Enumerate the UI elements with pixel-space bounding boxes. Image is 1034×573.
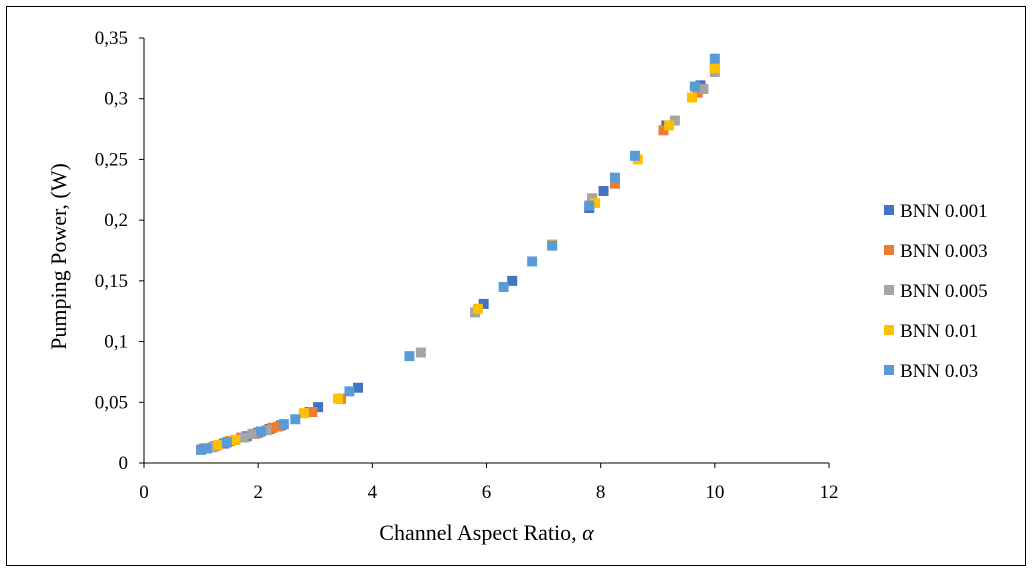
data-point xyxy=(404,351,415,362)
data-point xyxy=(313,402,324,413)
data-point xyxy=(584,200,595,211)
data-point xyxy=(247,428,258,439)
data-point xyxy=(344,386,355,397)
y-tick-label: 0,1 xyxy=(104,332,128,353)
data-points xyxy=(196,53,720,455)
x-tick-label: 8 xyxy=(596,482,606,503)
legend: BNN 0.001 BNN 0.003 BNN 0.005 BNN 0.01 BNN 0… xyxy=(884,201,988,382)
y-tick-label: 0,35 xyxy=(95,28,128,49)
x-tick-label: 6 xyxy=(482,482,492,503)
data-point xyxy=(230,434,241,445)
data-point xyxy=(196,444,207,455)
data-point xyxy=(273,421,284,432)
legend-label: BNN 0.03 xyxy=(900,361,978,382)
legend-label: BNN 0.003 xyxy=(900,241,988,262)
x-axis-title-symbol: α xyxy=(582,520,594,545)
data-point xyxy=(629,150,640,161)
data-point xyxy=(498,281,509,292)
data-point xyxy=(415,347,426,358)
data-point xyxy=(598,186,609,196)
data-point xyxy=(298,408,309,419)
y-axis-title: Pumping Power, (W) xyxy=(46,163,71,350)
data-point xyxy=(213,439,224,450)
legend-marker xyxy=(884,325,894,335)
y-tick-label: 0,05 xyxy=(95,392,128,413)
data-point xyxy=(589,198,600,209)
data-point xyxy=(478,298,489,309)
data-point xyxy=(221,437,232,448)
data-point xyxy=(278,419,289,430)
data-point xyxy=(201,443,212,454)
data-point xyxy=(527,256,538,267)
data-point xyxy=(709,63,720,74)
chart-frame xyxy=(6,6,1026,566)
data-point xyxy=(669,115,680,126)
data-point xyxy=(609,172,620,183)
x-tick-label: 12 xyxy=(820,482,839,503)
data-point xyxy=(333,393,344,404)
legend-item: BNN 0.03 xyxy=(884,361,978,382)
x-axis-title: Channel Aspect Ratio, α xyxy=(379,520,594,545)
data-point xyxy=(664,120,675,131)
data-point xyxy=(709,53,720,64)
x-axis-title-text: Channel Aspect Ratio, xyxy=(379,520,582,545)
data-point xyxy=(261,425,272,436)
x-tick-label: 2 xyxy=(253,482,263,503)
data-point xyxy=(353,382,364,393)
data-point xyxy=(547,240,558,251)
legend-label: BNN 0.01 xyxy=(900,321,978,342)
data-point xyxy=(507,275,518,286)
data-point xyxy=(238,432,249,443)
y-tick-label: 0,15 xyxy=(95,271,128,292)
legend-label: BNN 0.001 xyxy=(900,201,988,222)
data-point xyxy=(692,87,703,98)
legend-marker xyxy=(884,245,894,255)
data-point xyxy=(207,442,218,453)
data-point xyxy=(658,125,669,136)
data-point xyxy=(290,414,301,425)
legend-label: BNN 0.005 xyxy=(900,281,988,302)
legend-item: BNN 0.003 xyxy=(884,241,988,262)
x-axis: 0 2 4 6 8 10 12 xyxy=(139,462,839,503)
legend-marker xyxy=(884,285,894,295)
y-tick-label: 0,2 xyxy=(104,210,128,231)
y-tick-label: 0,25 xyxy=(95,149,128,170)
legend-item: BNN 0.01 xyxy=(884,321,978,342)
data-point xyxy=(698,84,709,94)
x-tick-label: 4 xyxy=(368,482,378,503)
legend-marker xyxy=(884,365,894,375)
data-point xyxy=(472,303,483,314)
legend-item: BNN 0.001 xyxy=(884,201,988,222)
data-point xyxy=(609,178,620,189)
y-axis: 0 0,05 0,1 0,15 0,2 0,25 0,3 0,35 xyxy=(95,28,145,474)
legend-marker xyxy=(884,205,894,215)
y-tick-label: 0 xyxy=(119,453,129,474)
data-point xyxy=(256,426,267,437)
data-point xyxy=(307,407,318,417)
legend-item: BNN 0.005 xyxy=(884,281,988,302)
data-point xyxy=(687,92,697,103)
x-tick-label: 10 xyxy=(705,482,724,503)
x-tick-label: 0 xyxy=(139,482,149,503)
data-point xyxy=(267,422,278,433)
y-tick-label: 0,3 xyxy=(104,89,128,110)
data-point xyxy=(689,81,700,92)
